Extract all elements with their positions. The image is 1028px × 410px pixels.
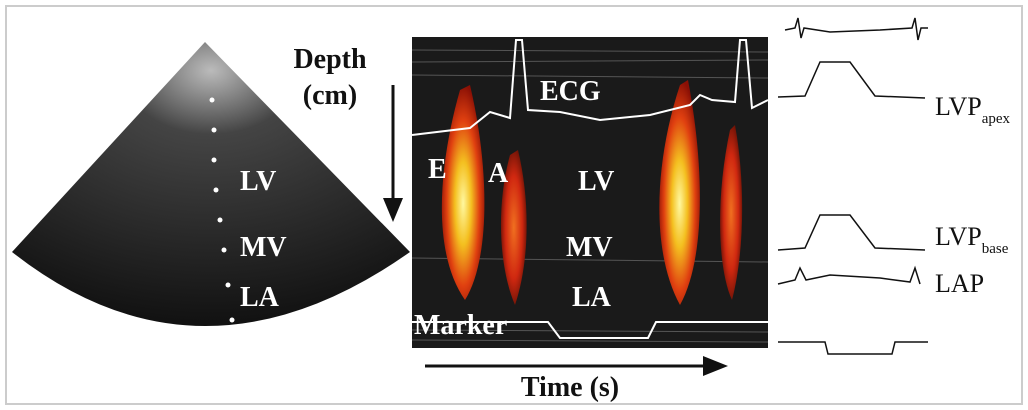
trace-subscript: apex	[982, 111, 1011, 127]
pressure-traces	[778, 18, 928, 354]
depth-label: Depth	[293, 44, 367, 75]
wave-label: E	[428, 154, 447, 185]
trace-subscript: base	[982, 241, 1009, 257]
trace-name: LVP	[935, 222, 982, 251]
trace-label: LAP	[935, 269, 984, 298]
time-arrowhead	[703, 356, 728, 376]
sector-label: LV	[240, 166, 276, 197]
figure: LV MV LA Depth (cm) ECG E A LV MV LA Mar…	[0, 0, 1028, 410]
trace-label: LVPapex	[935, 92, 1011, 127]
depth-label: (cm)	[303, 80, 357, 111]
trace-label: LVPbase	[935, 222, 1009, 257]
wave-label: A	[488, 158, 509, 189]
mmode-label: LV	[578, 166, 614, 197]
marker-label: Marker	[414, 310, 507, 341]
sector-label: MV	[240, 232, 287, 263]
depth-arrowhead	[383, 198, 403, 222]
trace-name: LVP	[935, 92, 982, 121]
ecg-label: ECG	[540, 76, 601, 107]
mmode-label: LA	[572, 282, 612, 313]
time-label: Time (s)	[521, 372, 619, 403]
mmode-label: MV	[566, 232, 613, 263]
sector-label: LA	[240, 282, 280, 313]
